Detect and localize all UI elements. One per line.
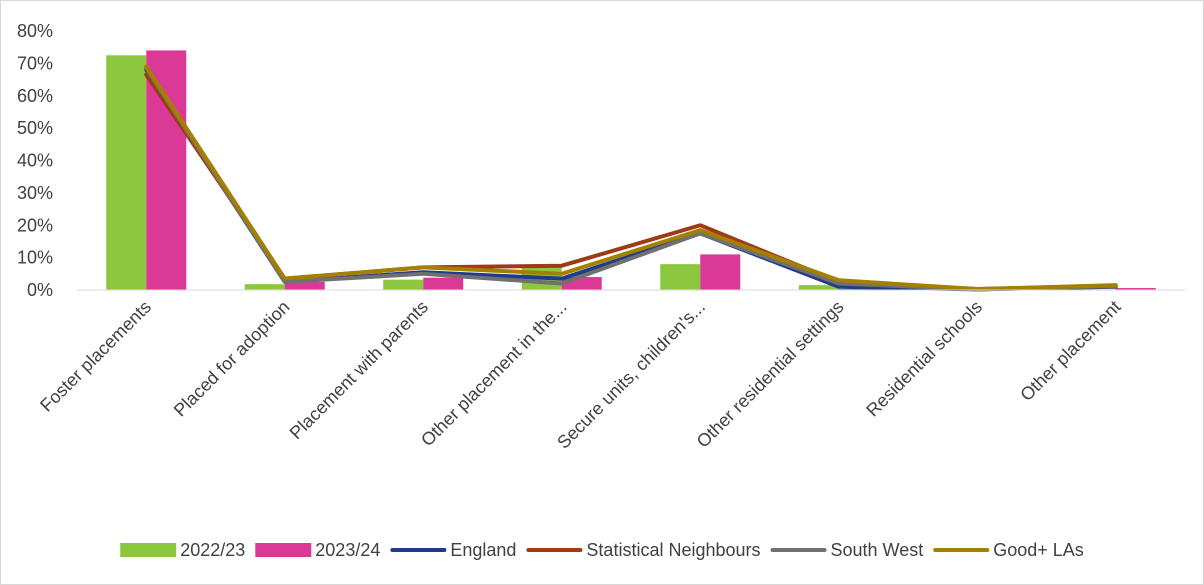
bar-2023-24-1 xyxy=(284,281,325,290)
bar-2022-23-1 xyxy=(244,284,285,290)
bar-2023-24-3 xyxy=(561,277,602,290)
legend-label-statistical-neighbours: Statistical Neighbours xyxy=(586,540,760,560)
bar-2022-23-5 xyxy=(798,285,839,290)
x-tick-label: Placement with parents xyxy=(286,297,432,443)
lines-layer xyxy=(144,64,1118,292)
legend-swatch-2023-24 xyxy=(255,543,312,557)
x-tick-label: Other placement xyxy=(1016,297,1124,405)
bar-2022-23-0 xyxy=(106,55,147,290)
y-tick-label: 20% xyxy=(17,215,53,235)
bar-2023-24-0 xyxy=(146,50,187,290)
x-tick-label: Placed for adoption xyxy=(170,297,294,421)
line-goodplus-las xyxy=(144,64,1118,292)
y-tick-label: 40% xyxy=(17,151,53,171)
x-axis-ticks: Foster placements Placed for adoptionPlac… xyxy=(36,297,1124,453)
legend-label-2023-24: 2023/24 xyxy=(315,540,380,560)
legend-swatch-2022-23 xyxy=(120,543,177,557)
y-tick-label: 70% xyxy=(17,53,53,73)
legend-label-goodplus-las: Good+ LAs xyxy=(993,540,1084,560)
y-tick-label: 50% xyxy=(17,118,53,138)
y-tick-label: 80% xyxy=(17,21,53,41)
x-tick-label: Residential schools xyxy=(862,297,986,421)
x-tick-label: Other placement in the... xyxy=(417,297,571,451)
legend-label-england: England xyxy=(450,540,516,560)
bar-2022-23-4 xyxy=(660,264,701,290)
x-tick-label: Secure units, children's... xyxy=(553,297,709,453)
bar-2023-24-7 xyxy=(1115,288,1156,290)
x-tick-label: Other residential settings xyxy=(693,297,848,452)
y-tick-label: 60% xyxy=(17,86,53,106)
bar-2023-24-4 xyxy=(700,254,741,290)
bar-2022-23-2 xyxy=(383,279,424,290)
legend-label-2022-23: 2022/23 xyxy=(180,540,245,560)
legend: 2022/23 2023/24 England Statistical Neighbo… xyxy=(120,540,1084,560)
y-tick-label: 10% xyxy=(17,248,53,268)
y-tick-label: 0% xyxy=(27,280,53,300)
bar-2023-24-2 xyxy=(423,277,464,290)
x-tick-label: Foster placements xyxy=(36,297,155,416)
y-axis-ticks: 0% 10% 20% 30% 40% 50% 60% 70% 80% xyxy=(17,21,53,300)
y-tick-label: 30% xyxy=(17,183,53,203)
legend-label-south-west: South West xyxy=(831,540,924,560)
